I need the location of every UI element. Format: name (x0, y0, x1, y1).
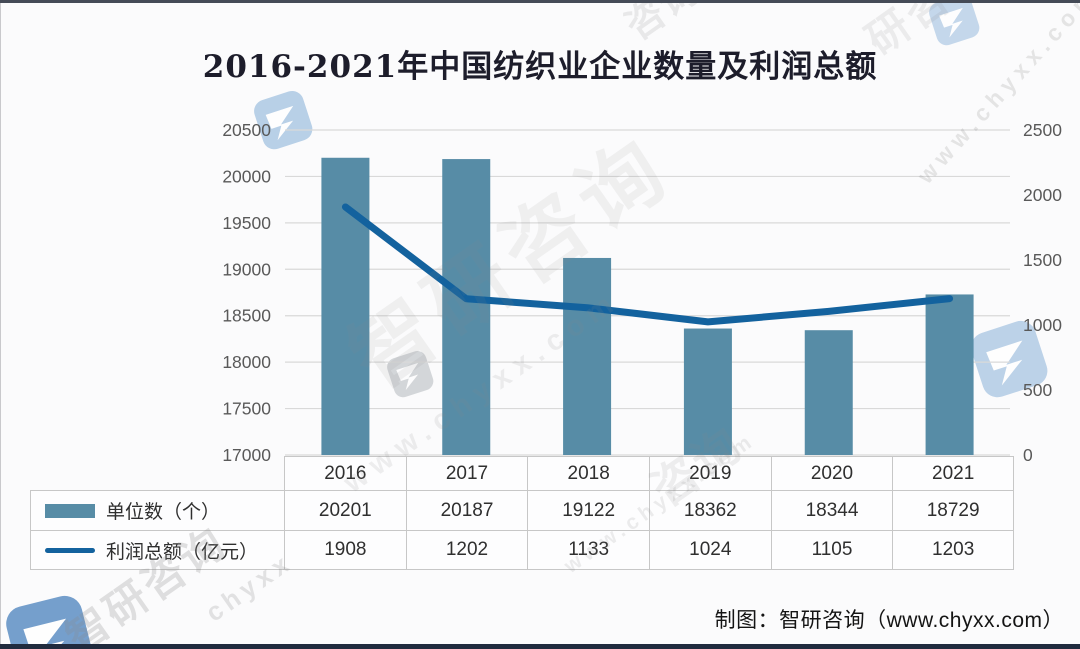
table-value-cell: 18362 (648, 490, 771, 530)
left-axis-tick: 18500 (222, 306, 271, 326)
table-year-header: 2021 (892, 456, 1014, 490)
bar-2020 (804, 330, 853, 455)
table-year-header: 2019 (648, 456, 771, 490)
right-axis-tick: 1000 (1023, 315, 1062, 335)
combo-chart: 2050020000195001900018500180001750017000… (222, 120, 1062, 465)
table-value-cell: 1024 (648, 530, 771, 570)
table-value-cell: 18729 (892, 490, 1014, 530)
table-value-cell: 19122 (527, 490, 649, 530)
left-axis-tick: 17000 (222, 445, 271, 465)
table-year-header: 2016 (284, 456, 406, 490)
table-year-header: 2018 (527, 456, 649, 490)
right-axis-tick: 500 (1023, 380, 1052, 400)
left-axis-tick: 20500 (222, 120, 271, 140)
legend-bar-swatch-icon (45, 503, 95, 518)
right-axis-tick: 2000 (1023, 185, 1062, 205)
data-table: 2016 2017 2018 2019 2020 2021 单位数（个） 20201 20187… (30, 456, 1014, 570)
legend-cell-bar: 单位数（个） (30, 490, 284, 530)
table-year-header: 2020 (770, 456, 893, 490)
left-axis-tick: 17500 (222, 399, 271, 419)
attribution-text: 制图：智研咨询（www.chyxx.com） (714, 609, 1064, 632)
table-year-header: 2017 (405, 456, 528, 490)
right-axis-tick: 0 (1023, 445, 1033, 465)
right-axis-tick: 1500 (1023, 250, 1062, 270)
legend-label: 单位数（个） (106, 502, 221, 523)
profit-line (341, 203, 954, 326)
table-value-cell: 1133 (527, 530, 649, 570)
left-axis-tick: 20000 (222, 166, 271, 186)
right-axis-tick: 2500 (1023, 120, 1062, 140)
left-axis-tick: 18000 (222, 352, 271, 372)
legend-cell-line: 利润总额（亿元） (30, 530, 284, 570)
table-value-cell: 1908 (284, 530, 406, 570)
bar-2017 (442, 159, 491, 456)
bar-2021 (925, 294, 974, 455)
left-axis-tick: 19000 (222, 259, 271, 279)
table-value-cell: 20201 (284, 490, 406, 530)
table-value-cell: 20187 (405, 490, 528, 530)
bar-2016 (321, 157, 370, 455)
table-value-cell: 18344 (770, 490, 893, 530)
legend-line-swatch-icon (45, 547, 95, 553)
chart-title: 2016-2021年中国纺织业企业数量及利润总额 (202, 49, 878, 85)
table-value-cell: 1105 (770, 530, 893, 570)
table-value-cell: 1202 (405, 530, 528, 570)
bar-2018 (563, 257, 612, 455)
bar-2019 (683, 328, 732, 455)
legend-label: 利润总额（亿元） (106, 541, 259, 563)
left-axis-tick: 19500 (222, 213, 271, 233)
table-corner-cell (30, 456, 284, 490)
table-value-cell: 1203 (892, 530, 1014, 570)
